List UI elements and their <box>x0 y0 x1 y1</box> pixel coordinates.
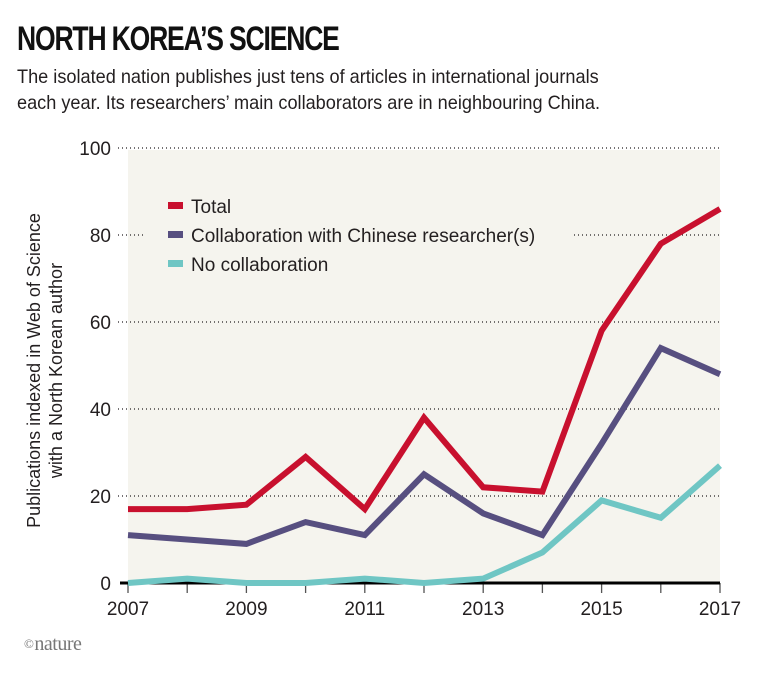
y-tick-label: 100 <box>79 139 111 160</box>
y-tick-label: 40 <box>90 400 111 421</box>
x-tick-label: 2007 <box>107 599 149 620</box>
y-axis-label-line-2: with a North Korean author <box>46 263 66 479</box>
x-tick-label: 2015 <box>580 599 622 620</box>
x-tick-label: 2011 <box>344 599 385 620</box>
y-axis-tick-labels: 0 20 40 60 80 100 <box>79 139 111 595</box>
legend-label-total: Total <box>191 197 231 218</box>
subtitle-line-1: The isolated nation publishes just tens … <box>17 66 599 88</box>
plot-background <box>128 150 720 583</box>
legend-swatch-total <box>168 202 183 209</box>
y-tick-label: 0 <box>100 574 111 595</box>
y-tick-label: 60 <box>90 313 111 334</box>
legend-swatch-collab <box>168 231 183 238</box>
series-line-collab <box>127 344 722 547</box>
series-lines <box>127 206 722 587</box>
legend-label-collab: Collaboration with Chinese researcher(s) <box>191 226 535 247</box>
chart-title: NORTH KOREA’S SCIENCE <box>17 20 340 58</box>
credit-text: nature <box>34 633 82 655</box>
gridlines <box>118 147 720 497</box>
legend: Total Collaboration with Chinese research… <box>168 197 535 276</box>
copyright-symbol: © <box>24 636 34 651</box>
y-tick-label: 80 <box>90 226 111 247</box>
y-axis-label-line-1: Publications indexed in Web of Science <box>24 213 44 528</box>
nature-credit: ©nature <box>24 633 82 656</box>
x-tick-label: 2017 <box>699 599 741 620</box>
y-tick-label: 20 <box>90 487 111 508</box>
legend-label-nocollab: No collaboration <box>191 255 328 276</box>
x-tick-label: 2013 <box>462 599 504 620</box>
x-tick-label: 2009 <box>225 599 267 620</box>
chart-subtitle: The isolated nation publishes just tens … <box>17 64 724 116</box>
y-axis-label: Publications indexed in Web of Science w… <box>24 213 66 528</box>
legend-swatch-nocollab <box>168 260 183 267</box>
x-axis: 2007 2009 2011 2013 2015 2017 <box>107 581 741 620</box>
subtitle-line-2: each year. Its researchers’ main collabo… <box>17 92 600 114</box>
